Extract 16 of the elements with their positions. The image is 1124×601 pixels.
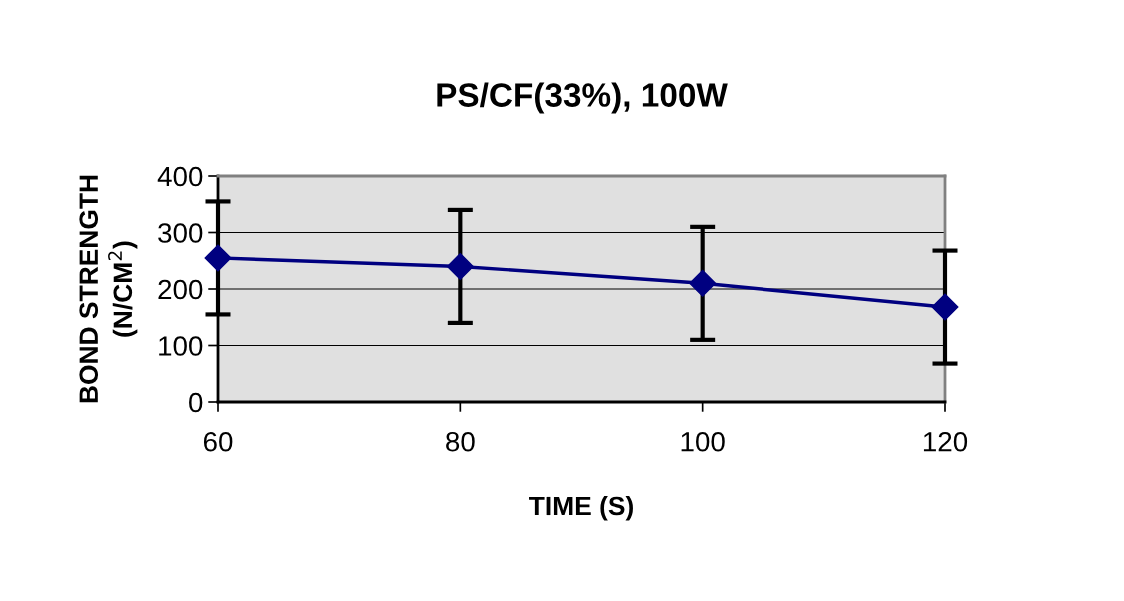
- y-axis-title: BOND STRENGTH (N/CM$^{2}$): [79, 175, 138, 403]
- point: [446, 252, 474, 280]
- y-tick-label: 400: [157, 166, 203, 187]
- point: [689, 269, 717, 297]
- y-tick-label: 200: [158, 279, 203, 300]
- point: [204, 244, 232, 272]
- chart-title: PS/CF(33%), 100W: [437, 82, 728, 114]
- x-tick-label: 80: [446, 431, 475, 452]
- y-tick-label: 100: [159, 336, 203, 356]
- x-tick-label: 60: [203, 431, 233, 452]
- y-tick-label: 0: [189, 392, 203, 413]
- x-axis-title: TIME (S): [529, 495, 633, 521]
- y-tick-label: 300: [158, 223, 203, 243]
- point: [931, 293, 959, 321]
- x-tick-label: 100: [681, 431, 725, 452]
- x-tick-label: 120: [923, 431, 968, 452]
